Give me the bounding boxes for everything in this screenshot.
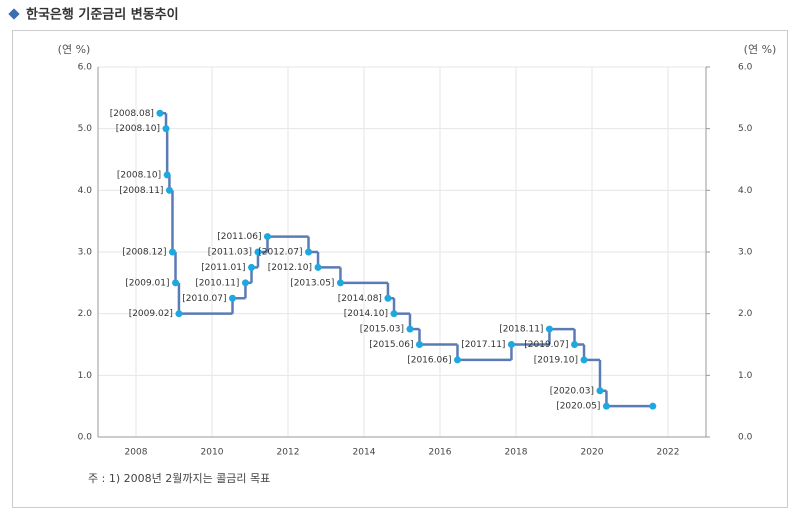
point-label: [2014.08] <box>338 294 382 304</box>
x-tick-label: 2008 <box>125 448 148 458</box>
point-label: [2009.01] <box>125 278 169 288</box>
point-label: [2014.10] <box>344 309 388 319</box>
point-label: [2008.12] <box>122 248 166 258</box>
point <box>175 310 183 318</box>
y2-tick-label: 3.0 <box>738 248 753 258</box>
point <box>453 356 461 364</box>
point <box>241 279 249 287</box>
point <box>263 233 271 241</box>
point <box>336 279 344 287</box>
x-tick-label: 2016 <box>429 448 452 458</box>
y-tick-label: 1.0 <box>78 371 93 381</box>
point-label: [2011.06] <box>217 232 261 242</box>
y-tick-label: 3.0 <box>78 248 93 258</box>
point-label: [2010.11] <box>195 278 239 288</box>
point <box>406 325 414 333</box>
point-label: [2012.07] <box>258 248 302 258</box>
point-label: [2009.02] <box>129 309 173 319</box>
point <box>384 294 392 302</box>
point-label: [2008.08] <box>110 109 154 119</box>
y2-tick-label: 6.0 <box>738 63 753 73</box>
point-label: [2013.05] <box>290 278 334 288</box>
point-label: [2015.06] <box>369 340 413 350</box>
point <box>248 263 256 271</box>
title-icon <box>8 8 20 20</box>
point-label: [2016.06] <box>407 355 451 365</box>
point-label: [2020.03] <box>550 386 594 396</box>
point-label: [2008.10] <box>116 124 160 134</box>
point <box>602 402 610 410</box>
point-label: [2019.10] <box>534 355 578 365</box>
x-tick-label: 2022 <box>657 448 680 458</box>
point <box>545 325 553 333</box>
y2-axis-label: (연 %) <box>744 43 777 56</box>
point-label: [2018.11] <box>499 325 543 335</box>
y2-tick-label: 5.0 <box>738 124 753 134</box>
point <box>596 387 604 395</box>
y2-tick-label: 0.0 <box>738 433 753 443</box>
point <box>571 341 579 348</box>
point <box>229 294 237 302</box>
x-tick-label: 2018 <box>505 448 528 458</box>
chart-title: 한국은행 기준금리 변동추이 <box>26 7 179 23</box>
point-label: [2017.11] <box>461 340 505 350</box>
point-label: [2020.05] <box>556 402 600 412</box>
point <box>254 248 262 256</box>
point <box>415 341 423 348</box>
y-tick-label: 4.0 <box>78 186 93 196</box>
y-tick-label: 6.0 <box>78 63 93 73</box>
x-tick-label: 2010 <box>201 448 224 458</box>
frame <box>12 30 788 508</box>
point <box>580 356 588 364</box>
point-label: [2011.03] <box>208 248 252 258</box>
point-label: [2011.01] <box>201 263 245 273</box>
point-label: [2012.10] <box>268 263 312 273</box>
y-axis-label: (연 %) <box>58 43 91 56</box>
point <box>165 186 173 194</box>
y2-tick-label: 2.0 <box>738 309 753 319</box>
point <box>507 341 515 348</box>
point <box>162 125 170 133</box>
point <box>314 263 322 271</box>
point <box>163 171 171 179</box>
point <box>390 310 398 318</box>
y2-tick-label: 1.0 <box>738 371 753 381</box>
x-tick-label: 2020 <box>581 448 604 458</box>
y2-tick-label: 4.0 <box>738 186 753 196</box>
y-tick-label: 2.0 <box>78 309 93 319</box>
point <box>305 248 313 256</box>
x-tick-label: 2012 <box>277 448 300 458</box>
x-tick-label: 2014 <box>353 448 376 458</box>
y-tick-label: 5.0 <box>78 124 93 134</box>
point <box>649 402 657 410</box>
point <box>156 109 164 117</box>
note: 주 : 1) 2008년 2월까지는 콜금리 목표 <box>88 472 270 485</box>
point-label: [2008.11] <box>119 186 163 196</box>
point-label: [2015.03] <box>360 325 404 335</box>
point <box>168 248 176 256</box>
point-label: [2019.07] <box>524 340 568 350</box>
point-label: [2010.07] <box>182 294 226 304</box>
y-tick-label: 0.0 <box>78 433 93 443</box>
point <box>172 279 180 287</box>
point-label: [2008.10] <box>117 170 161 180</box>
